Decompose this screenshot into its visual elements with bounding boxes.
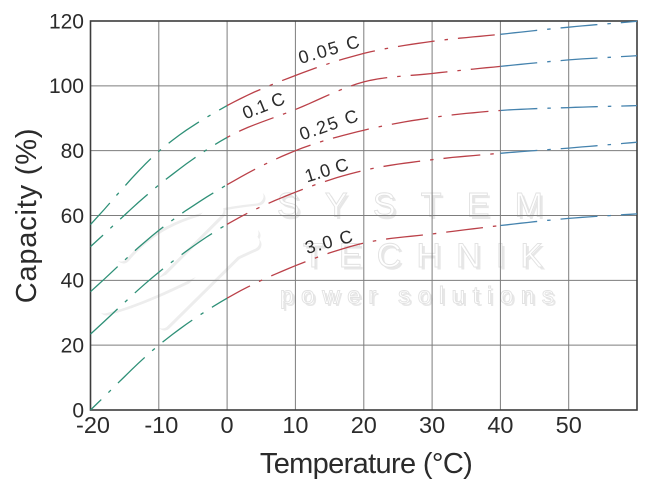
svg-text:120: 120 bbox=[49, 10, 84, 33]
svg-text:60: 60 bbox=[61, 205, 84, 228]
svg-text:20: 20 bbox=[351, 412, 377, 438]
svg-text:30: 30 bbox=[419, 412, 445, 438]
svg-text:power solutions: power solutions bbox=[280, 283, 554, 310]
svg-text:-20: -20 bbox=[76, 412, 110, 438]
svg-text:-10: -10 bbox=[144, 412, 178, 438]
svg-text:0: 0 bbox=[72, 399, 84, 422]
svg-text:Capacity (%): Capacity (%) bbox=[11, 128, 43, 304]
svg-text:TECHNIK: TECHNIK bbox=[306, 240, 546, 278]
svg-text:100: 100 bbox=[49, 75, 84, 98]
svg-text:40: 40 bbox=[487, 412, 513, 438]
svg-text:50: 50 bbox=[556, 412, 582, 438]
svg-text:Temperature (°C): Temperature (°C) bbox=[260, 448, 472, 480]
svg-text:TECHNIK: TECHNIK bbox=[303, 237, 543, 275]
svg-text:40: 40 bbox=[61, 270, 84, 293]
svg-text:10: 10 bbox=[282, 412, 308, 438]
svg-text:power solutions: power solutions bbox=[283, 285, 557, 312]
svg-text:0: 0 bbox=[221, 412, 234, 438]
svg-text:20: 20 bbox=[61, 335, 84, 358]
svg-text:80: 80 bbox=[61, 140, 84, 163]
